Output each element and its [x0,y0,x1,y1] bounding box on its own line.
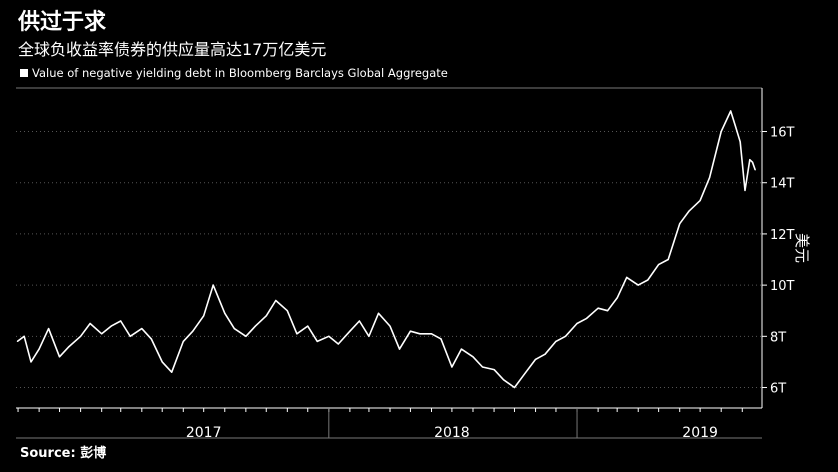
data-point [212,284,214,286]
legend-label: Value of negative yielding debt in Bloom… [32,66,448,80]
legend: Value of negative yielding debt in Bloom… [20,66,448,80]
data-point [523,374,525,376]
data-point [68,346,70,348]
data-point [377,312,380,314]
data-point [637,284,639,286]
data-point [419,333,421,335]
data-point [80,335,82,337]
data-point [161,361,163,363]
data-point [171,371,173,373]
data-point [224,312,226,314]
data-point [586,317,588,319]
data-point [349,330,351,332]
data-point [564,335,567,337]
legend-swatch [20,69,28,77]
data-point [513,386,516,389]
data-point [607,310,609,312]
y-axis-label: 美元 [793,233,811,263]
data-point [720,130,722,133]
data-point [328,335,330,337]
source-note: Source: 彭博 [20,446,107,461]
y-tick-label: 10T [770,279,795,294]
data-point [254,325,256,327]
data-point [440,338,442,340]
data-point [30,361,32,363]
data-point [296,333,298,335]
data-point [751,161,754,163]
chart-title: 供过于求 [18,10,107,35]
data-point [120,320,122,322]
data-point [16,340,18,342]
data-point [647,279,649,281]
data-point [307,325,309,327]
y-tick-label: 16T [770,126,795,141]
data-point [744,189,746,191]
data-point [534,358,537,360]
data-point [658,264,660,266]
data-point [493,369,495,371]
data-point [409,330,411,332]
chart-subtitle: 全球负收益率债券的供应量高达17万亿美元 [18,40,327,59]
data-point [389,325,391,327]
data-point [730,110,732,112]
y-tick-label: 14T [770,177,795,192]
data-point [667,258,669,261]
data-point [275,299,277,302]
data-point [555,340,557,342]
data-point [626,276,628,278]
data-point [699,200,701,202]
data-point [182,340,184,342]
data-point [101,333,103,335]
data-point [709,177,711,179]
data-point [430,333,433,335]
data-point [265,315,267,317]
data-point [245,335,247,337]
data-point [472,356,474,358]
y-tick-label: 12T [770,228,795,243]
data-point [481,366,484,368]
data-point [754,169,756,171]
data-point [141,328,143,330]
data-point [89,322,91,325]
data-point [368,335,370,337]
x-tick-label: 2018 [434,425,470,441]
data-point [616,297,618,299]
data-point [129,335,131,337]
data-point [192,330,194,332]
data-point [286,310,288,312]
data-point [203,315,205,317]
data-point [398,348,401,350]
data-point [316,340,318,342]
x-tick-label: 2017 [186,425,222,441]
y-tick-label: 6T [770,382,786,397]
data-point [38,348,40,350]
data-point [734,125,737,127]
data-point [358,320,360,322]
data-point [739,141,741,143]
data-point [233,328,235,330]
x-tick-label: 2019 [682,425,718,441]
series-line [16,110,756,389]
data-point [576,322,578,325]
data-point [23,335,25,337]
data-point [679,223,681,225]
data-point [58,356,61,358]
data-point [48,328,50,330]
data-point [544,353,546,355]
data-point [451,366,453,368]
data-point [460,348,462,350]
data-point [597,307,599,309]
y-tick-label: 8T [770,330,786,345]
data-point [337,343,339,345]
data-point [688,210,690,212]
data-point [110,325,112,327]
data-point [150,338,152,340]
data-point [503,379,505,381]
data-point [749,159,751,161]
